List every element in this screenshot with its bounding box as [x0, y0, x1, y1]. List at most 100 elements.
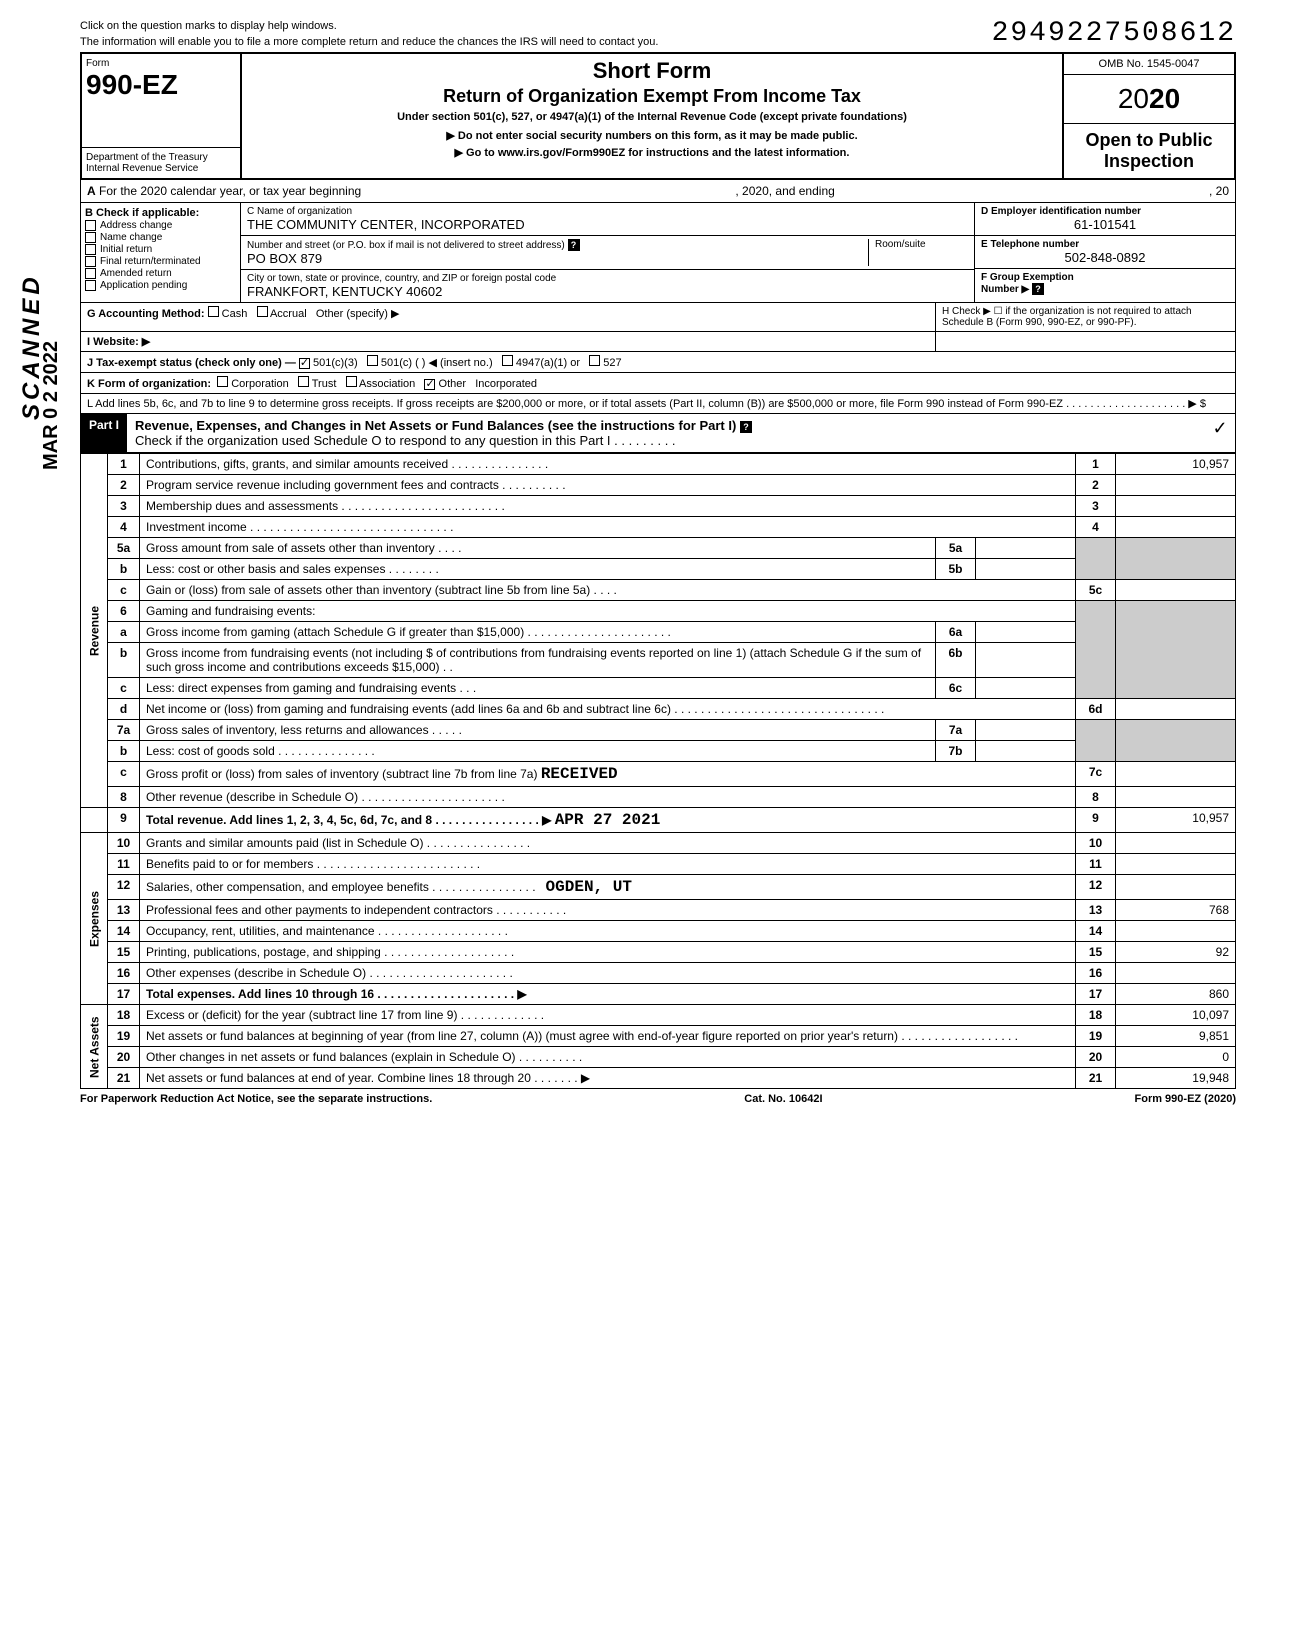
amt-1: 10,957: [1116, 454, 1236, 475]
footer-right: Form 990-EZ (2020): [1135, 1093, 1236, 1105]
cb-4947[interactable]: [502, 355, 513, 366]
part1-label: Part I: [81, 414, 127, 452]
k-other: Other: [439, 378, 467, 390]
help-icon-f[interactable]: ?: [1032, 283, 1044, 295]
check-if-applicable: Check if applicable:: [96, 207, 199, 219]
cb-address-change[interactable]: [85, 220, 96, 231]
form-prefix: Form: [86, 58, 236, 69]
lbl-app-pending: Application pending: [100, 280, 187, 291]
desc-6d: Net income or (loss) from gaming and fun…: [140, 699, 1076, 720]
stamp-received: RECEIVED: [541, 765, 618, 783]
phone-label: E Telephone number: [981, 239, 1229, 250]
ln-3: 3: [108, 496, 140, 517]
sub-7a: 7a: [936, 720, 976, 741]
subtitle: Under section 501(c), 527, or 4947(a)(1)…: [250, 111, 1054, 123]
part1-checked[interactable]: ✓: [1205, 414, 1235, 452]
amt-13: 768: [1116, 900, 1236, 921]
box-7c: 7c: [1076, 762, 1116, 787]
cb-501c3[interactable]: [299, 358, 310, 369]
g-cash: Cash: [222, 308, 248, 320]
cb-527[interactable]: [589, 355, 600, 366]
cb-final-return[interactable]: [85, 256, 96, 267]
lbl-final-return: Final return/terminated: [100, 256, 201, 267]
desc-10: Grants and similar amounts paid (list in…: [140, 833, 1076, 854]
desc-17: Total expenses. Add lines 10 through 16 …: [146, 987, 527, 1001]
lbl-address-change: Address change: [100, 220, 172, 231]
box-8: 8: [1076, 787, 1116, 808]
irs-label: Internal Revenue Service: [86, 163, 236, 174]
amt-15: 92: [1116, 942, 1236, 963]
ln-17: 17: [108, 984, 140, 1005]
amt-20: 0: [1116, 1047, 1236, 1068]
letter-b: B: [85, 207, 93, 219]
ln-1: 1: [108, 454, 140, 475]
cb-accrual[interactable]: [257, 306, 268, 317]
sub-6b: 6b: [936, 643, 976, 678]
box-16: 16: [1076, 963, 1116, 984]
desc-14: Occupancy, rent, utilities, and maintena…: [140, 921, 1076, 942]
j-501c3: 501(c)(3): [313, 357, 358, 369]
side-revenue: Revenue: [81, 454, 108, 808]
g-label: G Accounting Method:: [87, 308, 205, 320]
sub-6c: 6c: [936, 678, 976, 699]
ln-19: 19: [108, 1026, 140, 1047]
cb-name-change[interactable]: [85, 232, 96, 243]
ln-9: 9: [108, 808, 140, 833]
lbl-amended: Amended return: [100, 268, 172, 279]
ln-5c: c: [108, 580, 140, 601]
form-header: Form 990-EZ Department of the Treasury I…: [80, 52, 1236, 180]
desc-2: Program service revenue including govern…: [140, 475, 1076, 496]
help-icon[interactable]: ?: [568, 239, 580, 251]
col-c: C Name of organization THE COMMUNITY CEN…: [241, 203, 975, 302]
part1-title: Revenue, Expenses, and Changes in Net As…: [135, 418, 736, 433]
desc-13: Professional fees and other payments to …: [140, 900, 1076, 921]
tax-year: 20: [1149, 83, 1180, 114]
title-short-form: Short Form: [250, 58, 1054, 84]
cb-corp[interactable]: [217, 376, 228, 387]
cb-cash[interactable]: [208, 306, 219, 317]
cb-501c[interactable]: [367, 355, 378, 366]
footer-mid: Cat. No. 10642I: [744, 1093, 822, 1105]
desc-5b: Less: cost or other basis and sales expe…: [140, 559, 936, 580]
cb-initial-return[interactable]: [85, 244, 96, 255]
i-website: I Website: ▶: [87, 336, 150, 348]
cb-kother[interactable]: [424, 379, 435, 390]
desc-6b: Gross income from fundraising events (no…: [140, 643, 936, 678]
desc-6a: Gross income from gaming (attach Schedul…: [140, 622, 936, 643]
open-public-2: Inspection: [1070, 151, 1228, 172]
h-text: H Check ▶ ☐ if the organization is not r…: [935, 303, 1235, 331]
cb-app-pending[interactable]: [85, 280, 96, 291]
row-a-mid: , 2020, and ending: [735, 184, 834, 198]
ln-6b: b: [108, 643, 140, 678]
desc-19: Net assets or fund balances at beginning…: [140, 1026, 1076, 1047]
desc-8: Other revenue (describe in Schedule O) .…: [140, 787, 1076, 808]
desc-3: Membership dues and assessments . . . . …: [140, 496, 1076, 517]
dln-number: 2949227508612: [992, 18, 1236, 49]
cb-trust[interactable]: [298, 376, 309, 387]
lbl-initial-return: Initial return: [100, 244, 152, 255]
desc-5c: Gain or (loss) from sale of assets other…: [140, 580, 1076, 601]
ssn-note: ▶ Do not enter social security numbers o…: [250, 129, 1054, 142]
dept-treasury: Department of the Treasury: [86, 152, 236, 163]
part1-check-o: Check if the organization used Schedule …: [135, 433, 676, 448]
desc-4: Investment income . . . . . . . . . . . …: [140, 517, 1076, 538]
cb-assoc[interactable]: [346, 376, 357, 387]
amt-9: 10,957: [1116, 808, 1236, 833]
box-3: 3: [1076, 496, 1116, 517]
ln-2: 2: [108, 475, 140, 496]
label-a: A: [87, 184, 96, 198]
desc-18: Excess or (deficit) for the year (subtra…: [140, 1005, 1076, 1026]
desc-15: Printing, publications, postage, and shi…: [140, 942, 1076, 963]
sub-7b: 7b: [936, 741, 976, 762]
desc-5a: Gross amount from sale of assets other t…: [140, 538, 936, 559]
help-icon-p1[interactable]: ?: [740, 421, 752, 433]
form-number: 990-EZ: [86, 69, 236, 101]
ln-8: 8: [108, 787, 140, 808]
meta-rows: G Accounting Method: Cash Accrual Other …: [80, 303, 1236, 414]
k-assoc: Association: [359, 378, 415, 390]
box-6d: 6d: [1076, 699, 1116, 720]
amt-2: [1116, 475, 1236, 496]
cb-amended[interactable]: [85, 268, 96, 279]
street-label: Number and street (or P.O. box if mail i…: [247, 240, 565, 251]
k-label: K Form of organization:: [87, 378, 211, 390]
